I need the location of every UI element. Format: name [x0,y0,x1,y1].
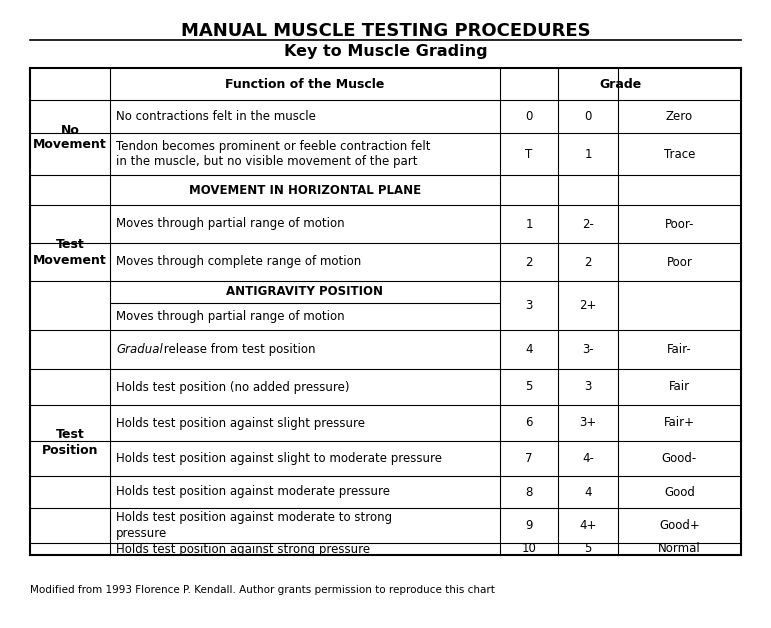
Text: No contractions felt in the muscle: No contractions felt in the muscle [116,110,316,123]
Point [554,64,563,72]
Text: Good: Good [664,485,695,499]
Text: Test
Movement: Test Movement [33,239,107,266]
Text: Normal: Normal [658,543,701,556]
Point [106,299,115,306]
Text: Moves through partial range of motion: Moves through partial range of motion [116,310,345,323]
Text: 6: 6 [525,416,533,430]
Text: 2: 2 [525,256,533,269]
Text: 7: 7 [525,452,533,465]
Text: T: T [525,148,533,161]
Text: Gradual: Gradual [116,343,163,356]
Text: 3: 3 [525,299,533,312]
Text: release from test position: release from test position [160,343,315,356]
Point [106,551,115,559]
Text: Fair: Fair [669,381,690,394]
Text: Holds test position against slight to moderate pressure: Holds test position against slight to mo… [116,452,442,465]
Text: Holds test position against moderate to strong
pressure: Holds test position against moderate to … [116,511,392,539]
Text: 8: 8 [525,485,533,499]
Text: Fair+: Fair+ [664,416,695,430]
Point [614,551,623,559]
Point [736,551,746,559]
Text: 5: 5 [584,543,591,556]
Text: 0: 0 [525,110,533,123]
Point [106,64,115,72]
Point [496,551,505,559]
Text: 3-: 3- [582,343,594,356]
Text: Trace: Trace [664,148,695,161]
Text: MOVEMENT IN HORIZONTAL PLANE: MOVEMENT IN HORIZONTAL PLANE [189,183,421,197]
Text: 2+: 2+ [579,299,597,312]
Text: 4: 4 [525,343,533,356]
Point [25,64,35,72]
Text: Moves through complete range of motion: Moves through complete range of motion [116,256,362,269]
Point [554,551,563,559]
Point [496,299,505,306]
Text: 5: 5 [525,381,533,394]
Text: 4-: 4- [582,452,594,465]
Point [736,64,746,72]
Text: 1: 1 [584,148,592,161]
Text: Good-: Good- [662,452,697,465]
Text: No
Movement: No Movement [33,124,107,151]
Text: MANUAL MUSCLE TESTING PROCEDURES: MANUAL MUSCLE TESTING PROCEDURES [180,22,591,40]
Text: 0: 0 [584,110,591,123]
Text: Modified from 1993 Florence P. Kendall. Author grants permission to reproduce th: Modified from 1993 Florence P. Kendall. … [30,585,495,595]
Text: 4: 4 [584,485,592,499]
Text: 3: 3 [584,381,591,394]
Point [496,64,505,72]
Text: Test
Position: Test Position [42,428,98,457]
Text: 4+: 4+ [579,519,597,532]
Text: 1: 1 [525,217,533,230]
Text: Function of the Muscle: Function of the Muscle [225,77,385,90]
Text: 10: 10 [521,543,537,556]
Text: 9: 9 [525,519,533,532]
Text: Poor: Poor [667,256,692,269]
Text: Holds test position against slight pressure: Holds test position against slight press… [116,416,365,430]
Text: Fair-: Fair- [667,343,692,356]
Text: Moves through partial range of motion: Moves through partial range of motion [116,217,345,230]
Text: ANTIGRAVITY POSITION: ANTIGRAVITY POSITION [227,285,383,298]
Text: Grade: Grade [599,77,641,90]
Text: Tendon becomes prominent or feeble contraction felt
in the muscle, but no visibl: Tendon becomes prominent or feeble contr… [116,140,430,168]
Text: Holds test position against strong pressure: Holds test position against strong press… [116,543,370,556]
Text: 2: 2 [584,256,592,269]
Text: Holds test position (no added pressure): Holds test position (no added pressure) [116,381,349,394]
Text: Holds test position against moderate pressure: Holds test position against moderate pre… [116,485,390,499]
Point [614,64,623,72]
Text: Zero: Zero [666,110,693,123]
Text: Poor-: Poor- [665,217,694,230]
Text: 3+: 3+ [579,416,597,430]
Text: 2-: 2- [582,217,594,230]
Point [25,551,35,559]
Text: Good+: Good+ [659,519,700,532]
Text: Key to Muscle Grading: Key to Muscle Grading [284,44,487,59]
